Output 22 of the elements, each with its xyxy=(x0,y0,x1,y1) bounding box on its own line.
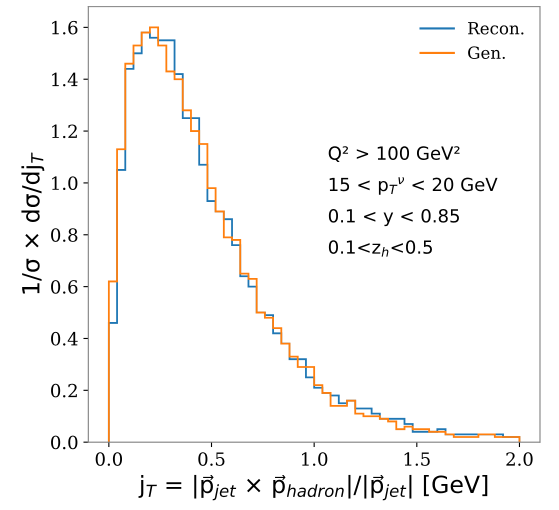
y-tick-label: 0.2 xyxy=(51,384,77,398)
annotation: 0.1 < y < 0.85 xyxy=(328,209,459,226)
x-tick-label: 1.0 xyxy=(302,452,328,466)
x-tick-label: 2.0 xyxy=(506,452,533,466)
y-tick-label: 0.4 xyxy=(51,332,78,346)
y-tick-label: 0.0 xyxy=(51,436,78,450)
legend-label: Gen. xyxy=(468,46,505,59)
y-tick-label: 1.4 xyxy=(52,72,78,86)
text: j$_{T}$ = |p⃗$_{jet}$ × p⃗$_{hadron}$|/|p⃗$_{jet}$| [GeV] xyxy=(138,474,488,500)
x-tick-label: 1.5 xyxy=(404,452,430,466)
y-axis-title: 1/σ × dσ/dj$_{T}$ xyxy=(21,152,44,294)
x-tick-label: 0.5 xyxy=(198,452,224,466)
y-tick-label: 0.8 xyxy=(51,228,78,242)
y-tick-label: 1.0 xyxy=(52,176,78,190)
legend-label: Recon. xyxy=(468,22,524,35)
annotation: Q² > 100 GeV² xyxy=(328,146,460,162)
x-tick-label: 0.0 xyxy=(96,452,122,466)
annotation: 15 < p$_{T}$$^{ν}$ < 20 GeV xyxy=(330,177,498,195)
y-tick-label: 1.6 xyxy=(52,20,78,34)
y-tick-label: 1.2 xyxy=(52,124,77,138)
annotation: 0.1<z$_{h}$<0.5 xyxy=(328,240,432,257)
y-tick-label: 0.6 xyxy=(51,280,78,294)
